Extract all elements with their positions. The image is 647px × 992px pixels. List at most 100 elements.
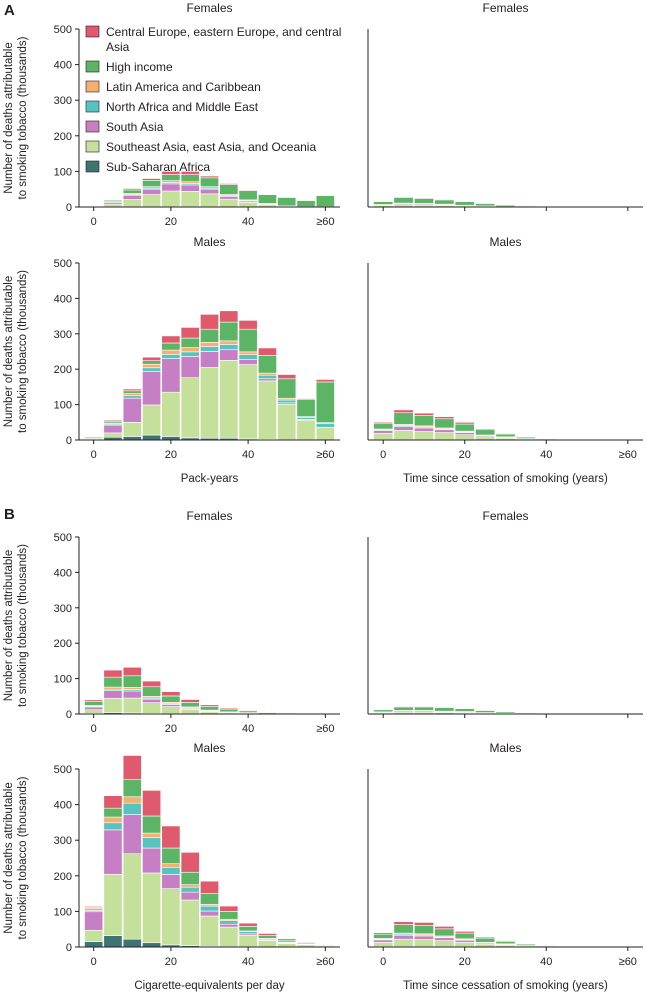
- bar-segment: [393, 426, 414, 431]
- bar-segment: [393, 430, 414, 440]
- bar-segment: [413, 924, 434, 935]
- y-tick-label: 0: [66, 202, 72, 214]
- bar-segment: [180, 356, 200, 378]
- bar-segment: [122, 421, 142, 437]
- bar-segment: [413, 939, 434, 947]
- bar-segment: [180, 884, 200, 888]
- bar-segment: [180, 351, 200, 357]
- bar-segment: [434, 416, 455, 420]
- bar-segment: [103, 795, 123, 809]
- bar-segment: [200, 175, 219, 179]
- bar-segment: [161, 847, 181, 864]
- y-tick-label: 300: [54, 835, 72, 847]
- bar-segment: [142, 872, 162, 944]
- y-tick-label: 400: [54, 567, 72, 579]
- bar-segment: [219, 184, 239, 195]
- chart-title: Males: [489, 235, 521, 249]
- bar-segment: [142, 180, 162, 188]
- bar-segment: [238, 320, 258, 330]
- bar-segment: [454, 942, 475, 947]
- y-tick-label: 300: [54, 329, 72, 341]
- bar-segment: [142, 837, 162, 849]
- bar-segment: [238, 934, 258, 947]
- x-tick-label: 20: [165, 216, 177, 228]
- bar-segment: [161, 825, 181, 849]
- panel-label-a: A: [4, 2, 15, 19]
- bar-segment: [475, 203, 496, 207]
- x-tick-label: 0: [380, 956, 386, 968]
- bar-segment: [475, 937, 496, 943]
- bar-segment: [219, 923, 239, 928]
- chart-title: Males: [193, 235, 225, 249]
- bar-segment: [180, 899, 200, 946]
- bar-segment: [434, 928, 455, 937]
- y-tick-label: 400: [54, 800, 72, 812]
- bar-segment: [219, 344, 239, 351]
- legend-swatch: [85, 25, 100, 38]
- bar-segment: [393, 196, 414, 198]
- legend-swatch: [85, 80, 100, 93]
- legend-label: Central Europe, eastern Europe, and cent…: [106, 25, 341, 39]
- bar-segment: [454, 421, 475, 425]
- bar-segment: [103, 935, 123, 948]
- bar-segment: [219, 905, 239, 912]
- legend-swatch: [85, 60, 100, 73]
- bar-segment: [413, 415, 434, 427]
- bar-segment: [180, 891, 200, 901]
- bar-segment: [142, 404, 162, 436]
- bar-segment: [103, 874, 123, 936]
- bar-segment: [142, 942, 162, 948]
- bar-segment: [413, 412, 434, 416]
- bar-segment: [122, 188, 142, 191]
- bar-segment: [161, 335, 181, 344]
- bar-segment: [238, 931, 258, 935]
- bar-segment: [434, 707, 455, 712]
- bar-segment: [393, 938, 414, 947]
- bar-segment: [475, 428, 496, 431]
- legend-item: High income: [85, 60, 173, 74]
- y-axis-label: Number of deaths attributable to smoking …: [3, 544, 29, 707]
- bar-segment: [315, 379, 335, 383]
- bar-segment: [296, 200, 316, 207]
- bar-segment: [200, 188, 219, 195]
- bar-segment: [122, 388, 142, 392]
- bar-segment: [84, 906, 104, 908]
- bar-segment: [219, 911, 239, 920]
- bar-segment: [219, 708, 239, 713]
- legend-item: North Africa and Middle East: [85, 100, 259, 114]
- legend-item: Southeast Asia, east Asia, and Oceania: [85, 140, 316, 154]
- bar-segment: [103, 676, 123, 688]
- y-tick-label: 100: [54, 400, 72, 412]
- bar-segment: [434, 198, 455, 201]
- bar-segment: [142, 360, 162, 365]
- bar-segment: [161, 888, 181, 946]
- legend-label: Sub-Saharan Africa: [106, 160, 210, 174]
- x-tick-label: 40: [242, 956, 254, 968]
- legend-item: South Asia: [85, 120, 164, 134]
- bar-segment: [257, 347, 277, 356]
- bar-segment: [180, 337, 200, 348]
- bar-segment: [122, 397, 142, 423]
- bar-segment: [238, 354, 258, 360]
- bar-segment: [180, 191, 200, 207]
- x-tick-label: 40: [242, 449, 254, 461]
- bar-segment: [373, 421, 394, 425]
- bar-segment: [413, 706, 434, 711]
- bar-segment: [219, 198, 239, 208]
- bar-segment: [257, 355, 277, 374]
- bar-segment: [296, 398, 316, 400]
- bar-segment: [413, 197, 434, 199]
- bar-segment: [373, 709, 394, 713]
- chart-6: Males 0 100 200 300 400 500 0 20 40 ≥60 Cigarette-e…: [3, 741, 340, 992]
- bar-segment: [122, 675, 142, 688]
- bar-segment: [84, 941, 104, 948]
- bar-segment: [161, 391, 181, 437]
- bar-segment: [200, 351, 219, 368]
- bar-segment: [142, 698, 162, 703]
- bar-segment: [180, 702, 200, 708]
- bar-segment: [238, 202, 258, 208]
- bar-segment: [475, 936, 496, 939]
- bar-segment: [122, 189, 142, 194]
- y-tick-label: 300: [54, 95, 72, 107]
